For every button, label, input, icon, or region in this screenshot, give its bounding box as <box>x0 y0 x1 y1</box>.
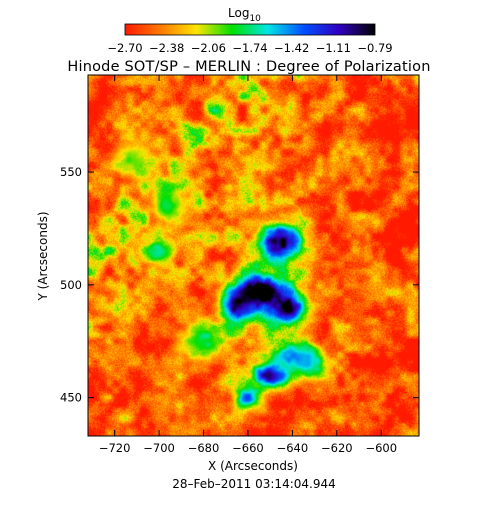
colorbar-title-base: Log <box>228 6 249 20</box>
x-tick-label: −700 <box>143 441 175 455</box>
plot-frame <box>87 74 420 437</box>
y-tick-label: 500 <box>60 278 82 292</box>
heatmap-image <box>88 75 419 436</box>
observation-date: 28–Feb–2011 03:14:04.944 <box>172 477 335 491</box>
x-axis-label: X (Arcseconds) <box>208 459 298 473</box>
colorbar-title: Log10 <box>228 6 261 24</box>
chart-title: Hinode SOT/SP – MERLIN : Degree of Polar… <box>67 59 430 75</box>
y-axis-label: Y (Arcseconds) <box>36 211 50 301</box>
colorbar <box>124 23 376 36</box>
colorbar-tick-label: −2.70 <box>107 41 142 55</box>
colorbar-tick-labels: −2.70 −2.38 −2.06 −1.74 −1.42 −1.11 −0.79 <box>107 41 392 55</box>
x-tick-label: −620 <box>321 441 353 455</box>
x-tick-label: −600 <box>365 441 397 455</box>
colorbar-tick-label: −2.06 <box>191 41 226 55</box>
x-tick-label: −720 <box>99 441 131 455</box>
y-tick-label: 550 <box>60 165 82 179</box>
colorbar-tick-label: −1.74 <box>232 41 267 55</box>
x-tick-label: −660 <box>232 441 264 455</box>
colorbar-title-subscript: 10 <box>249 14 261 24</box>
y-tick-label: 450 <box>60 391 82 405</box>
x-tick-label: −640 <box>277 441 309 455</box>
x-tick-label: −680 <box>188 441 220 455</box>
colorbar-tick-label: −2.38 <box>149 41 184 55</box>
colorbar-tick-label: −0.79 <box>357 41 392 55</box>
plot-area: −720 −700 −680 −660 −640 −620 −600 450 500 550 <box>60 74 420 455</box>
axis-ticks: −720 −700 −680 −660 −640 −620 −600 450 500 550 <box>60 75 419 455</box>
colorbar-tick-label: −1.42 <box>274 41 309 55</box>
colorbar-tick-label: −1.11 <box>316 41 351 55</box>
